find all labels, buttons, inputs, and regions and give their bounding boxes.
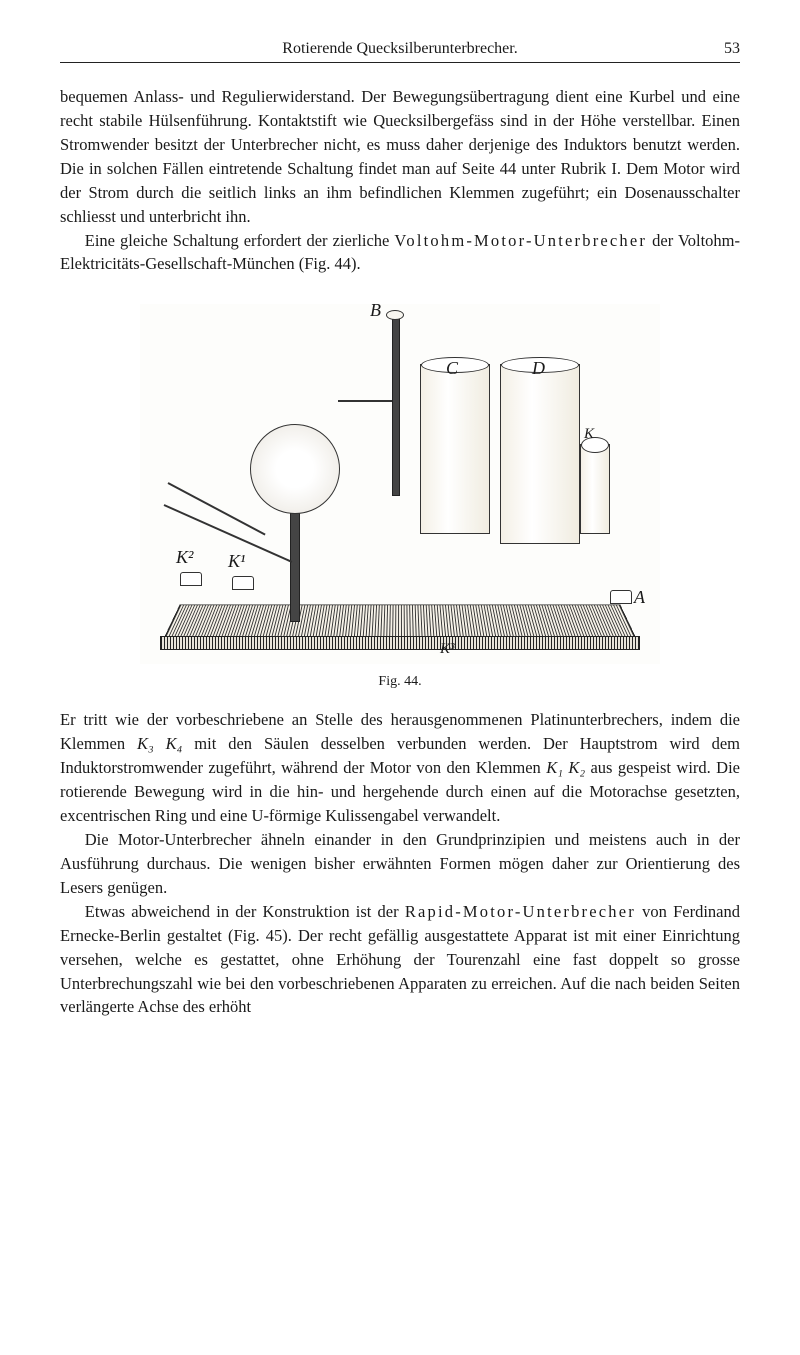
paragraph-1: bequemen Anlass- und Regulierwiderstand.… <box>60 85 740 229</box>
running-header: Rotierende Quecksilberunterbrecher. 53 <box>60 40 740 63</box>
p1-text: bequemen Anlass- und Regulierwiderstand.… <box>60 87 740 226</box>
figure-label-k1: K¹ <box>228 551 245 572</box>
p5-rapid: Rapid-Motor-Unterbrecher <box>405 902 636 921</box>
paragraph-4: Die Motor-Unterbrecher ähneln einander i… <box>60 828 740 900</box>
figure-base-edge <box>160 636 640 650</box>
figure-label-c: C <box>446 358 458 379</box>
p4-text: Die Motor-Unterbrecher ähneln einander i… <box>60 830 740 897</box>
figure-flywheel <box>250 424 340 514</box>
p3-k1k2: K₁ K₂ <box>546 758 585 777</box>
figure-cap-b <box>386 310 404 320</box>
figure-label-d: D <box>532 358 545 379</box>
p5-a: Etwas abweichend in der Konstruktion ist… <box>85 902 405 921</box>
page-number: 53 <box>700 40 740 58</box>
figure-vertical-rod <box>392 316 400 496</box>
p2-a: Eine gleiche Schaltung erfordert der zie… <box>85 231 395 250</box>
figure-label-b: B <box>370 300 381 321</box>
figure-binding-a <box>610 590 632 604</box>
figure-label-k2: K² <box>176 547 193 568</box>
figure-arm <box>338 400 398 402</box>
p3-k3k4: K₃ K₄ <box>137 734 182 753</box>
running-head-title: Rotierende Quecksilberunterbrecher. <box>100 40 700 58</box>
paragraph-5: Etwas abweichend in der Konstruktion ist… <box>60 900 740 1020</box>
figure-binding-k2 <box>180 572 202 586</box>
paragraph-3: Er tritt wie der vorbeschriebene an Stel… <box>60 708 740 828</box>
figure-label-k: K <box>584 426 594 443</box>
body-text: bequemen Anlass- und Regulierwiderstand.… <box>60 85 740 276</box>
p2-voltohm: Voltohm-Motor-Unterbrecher <box>394 231 647 250</box>
figure-44: K² K¹ B C D K A K³ Fig. 44. <box>60 304 740 690</box>
figure-cylinder-d <box>500 364 580 544</box>
figure-44-illustration: K² K¹ B C D K A K³ <box>140 304 660 664</box>
figure-binding-k1 <box>232 576 254 590</box>
body-text-lower: Er tritt wie der vorbeschriebene an Stel… <box>60 708 740 1019</box>
figure-cylinder-c <box>420 364 490 534</box>
figure-44-caption: Fig. 44. <box>60 674 740 690</box>
figure-cylinder-k <box>580 444 610 534</box>
figure-label-k3: K³ <box>440 641 455 658</box>
figure-label-a: A <box>634 587 645 608</box>
paragraph-2: Eine gleiche Schaltung erfordert der zie… <box>60 229 740 277</box>
